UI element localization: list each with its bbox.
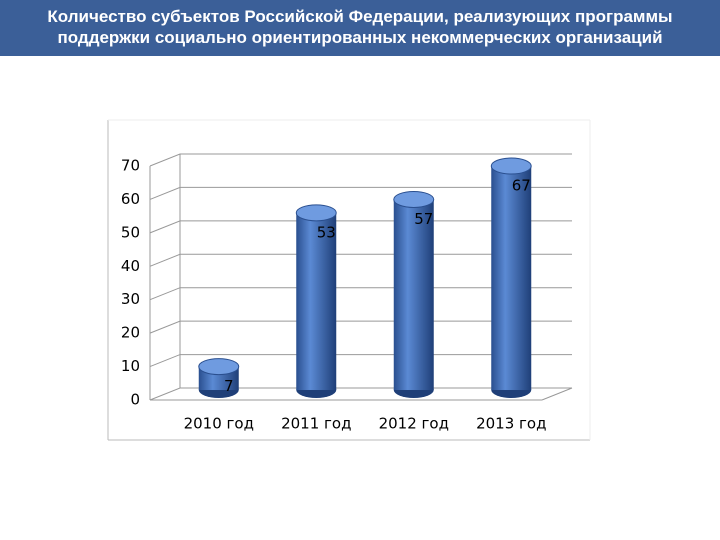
- chart-title: Количество субъектов Российской Федераци…: [47, 7, 673, 47]
- y-tick-label: 70: [121, 157, 140, 175]
- bar-body: [296, 212, 337, 390]
- bar: [198, 358, 240, 398]
- bar: [295, 204, 337, 398]
- bar-body: [491, 166, 532, 390]
- x-tick-label: 2011 год: [281, 415, 351, 433]
- data-label: 53: [317, 223, 336, 241]
- bar-top: [198, 358, 240, 376]
- y-tick-label: 20: [121, 324, 140, 342]
- x-tick-label: 2013 год: [476, 415, 546, 433]
- y-tick-label: 50: [121, 223, 140, 241]
- axis-line: [541, 387, 573, 401]
- data-label: 7: [224, 377, 234, 395]
- data-label: 57: [414, 210, 433, 228]
- y-tick-label: 0: [130, 391, 140, 409]
- bar-top: [490, 157, 532, 175]
- bar-top: [295, 204, 337, 222]
- y-tick-label: 30: [121, 290, 140, 308]
- y-tick-label: 60: [121, 190, 140, 208]
- bar-body: [393, 199, 434, 390]
- title-banner: Количество субъектов Российской Федераци…: [0, 0, 720, 56]
- data-label: 67: [512, 177, 531, 195]
- bar: [393, 190, 435, 398]
- y-tick-label: 10: [121, 357, 140, 375]
- x-tick-label: 2010 год: [184, 415, 254, 433]
- y-tick-label: 40: [121, 257, 140, 275]
- bar-top: [393, 190, 435, 208]
- bar: [490, 157, 532, 398]
- x-tick-label: 2012 год: [379, 415, 449, 433]
